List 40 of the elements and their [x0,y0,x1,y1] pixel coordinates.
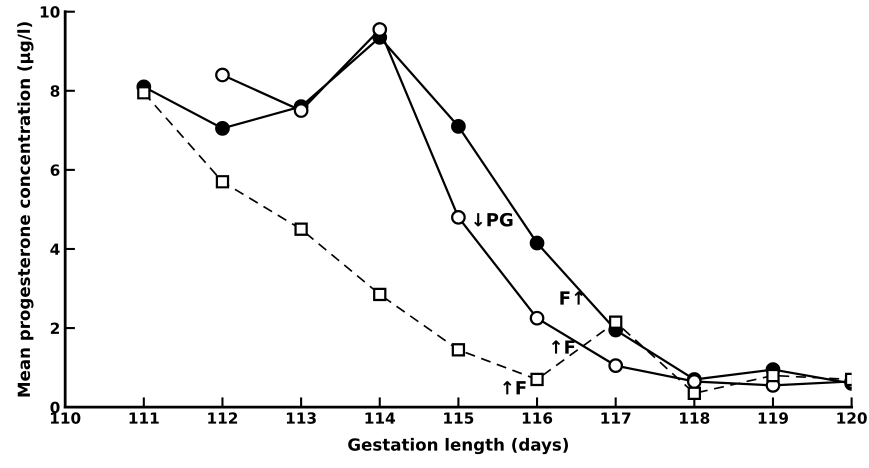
y-axis-title: Mean progesterone concentration (μg/l) [17,22,34,396]
x-tick-label: 116 [522,412,552,424]
x-tick-label: 113 [286,412,316,424]
y-tick-label: 8 [50,85,60,97]
annotation: ↓PG [474,212,512,227]
y-tick-label: 2 [50,322,59,334]
annotation: ↑F [552,340,574,354]
x-tick-label: 111 [130,412,159,424]
point [215,68,230,82]
y-tick-label: 4 [50,244,60,255]
x-tick-label: 118 [680,412,710,424]
x-tick-label: 110 [50,412,80,424]
point [530,372,544,386]
x-axis-title: Gestation length (days) [348,438,568,454]
point [609,315,622,329]
point [688,386,701,400]
x-tick-label: 117 [601,412,630,424]
point [215,121,230,136]
point [216,175,230,188]
point [373,288,386,302]
point [294,103,308,118]
x-tick-label: 119 [758,412,788,424]
point [451,119,466,134]
point [294,222,308,236]
x-tick-label: 115 [444,412,474,424]
y-tick-label: 0 [50,402,60,414]
annotation: F↑ [560,291,583,305]
point [372,22,388,37]
x-tick-label: 114 [366,412,395,424]
point [530,310,544,326]
point [452,343,466,356]
y-tick-label: 10 [40,6,60,18]
point [608,358,624,373]
point [137,86,150,100]
x-tick-label: 120 [837,412,867,424]
x-tick-label: 112 [208,412,238,424]
y-tick-label: 6 [50,164,60,176]
annotation: ↑F [503,381,526,394]
point [451,210,466,225]
point [530,236,544,250]
